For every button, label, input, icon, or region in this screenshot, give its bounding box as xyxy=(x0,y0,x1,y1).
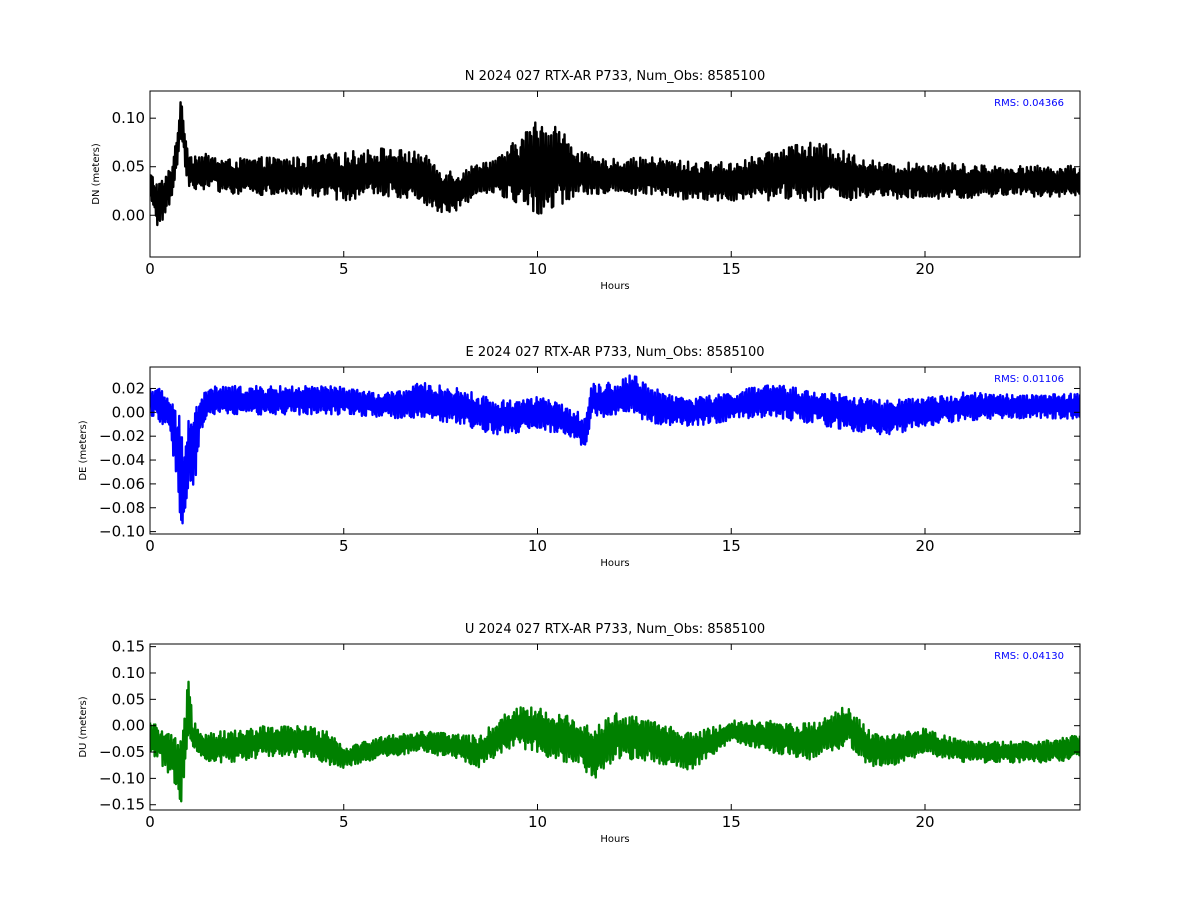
x-tick-label: 10 xyxy=(528,813,547,831)
rms-annotation: RMS: 0.01106 xyxy=(994,374,1064,385)
y-axis-label: DN (meters) xyxy=(91,143,102,205)
x-tick-label: 0 xyxy=(145,537,155,555)
panel-east: 0 5 10 15 20 −0.10 −0.08 −0.06 −0.04 −0.02 0.00 0.0… xyxy=(78,345,1081,569)
y-tick-label: −0.10 xyxy=(99,769,145,787)
x-tick-label: 10 xyxy=(528,260,547,278)
chart-title: N 2024 027 RTX-AR P733, Num_Obs: 8585100 xyxy=(465,69,765,84)
y-tick-label: −0.15 xyxy=(99,796,145,814)
y-tick-label: −0.05 xyxy=(99,743,145,761)
x-tick-label: 20 xyxy=(915,537,934,555)
y-tick-label: 0.00 xyxy=(112,717,145,735)
y-tick-label: −0.10 xyxy=(99,523,145,541)
x-axis-label: Hours xyxy=(600,558,629,569)
plot-frame xyxy=(149,643,1081,811)
chart-title: U 2024 027 RTX-AR P733, Num_Obs: 8585100 xyxy=(465,622,765,637)
y-tick-label: 0.02 xyxy=(112,379,145,397)
x-tick-label: 5 xyxy=(339,260,349,278)
plot-frame xyxy=(149,90,1081,258)
panel-north: 0 5 10 15 20 0.00 0.05 0.10 N 2024 027 RTX-AR P7… xyxy=(91,69,1081,292)
x-axis-label: Hours xyxy=(600,281,629,292)
rms-annotation: RMS: 0.04366 xyxy=(994,98,1064,109)
panel-up: 0 5 10 15 20 −0.15 −0.10 −0.05 0.00 0.05 0.10 0.15 U… xyxy=(78,622,1081,845)
x-axis-label: Hours xyxy=(600,834,629,845)
x-tick-label: 20 xyxy=(915,813,934,831)
x-tick-label: 15 xyxy=(722,813,741,831)
y-tick-label: 0.15 xyxy=(112,638,145,656)
y-axis-label: DE (meters) xyxy=(78,420,89,480)
y-tick-label: 0.00 xyxy=(112,403,145,421)
x-tick-label: 5 xyxy=(339,813,349,831)
series-line xyxy=(150,101,1080,227)
series-line xyxy=(150,680,1080,803)
y-axis-label: DU (meters) xyxy=(78,696,89,757)
y-tick-label: 0.05 xyxy=(112,158,145,176)
x-tick-label: 0 xyxy=(145,260,155,278)
x-tick-label: 10 xyxy=(528,537,547,555)
y-tick-label: −0.08 xyxy=(99,499,145,517)
x-tick-label: 15 xyxy=(722,537,741,555)
y-tick-label: 0.05 xyxy=(112,690,145,708)
x-tick-label: 0 xyxy=(145,813,155,831)
y-tick-label: −0.04 xyxy=(99,451,145,469)
y-tick-label: −0.06 xyxy=(99,475,145,493)
x-tick-label: 20 xyxy=(915,260,934,278)
plot-frame xyxy=(149,366,1081,535)
y-tick-label: −0.02 xyxy=(99,427,145,445)
y-tick-label: 0.10 xyxy=(112,109,145,127)
rms-annotation: RMS: 0.04130 xyxy=(994,651,1064,662)
chart-title: E 2024 027 RTX-AR P733, Num_Obs: 8585100 xyxy=(466,345,765,360)
x-tick-label: 15 xyxy=(722,260,741,278)
y-tick-label: 0.10 xyxy=(112,664,145,682)
x-tick-label: 5 xyxy=(339,537,349,555)
series-line xyxy=(150,374,1080,525)
y-tick-label: 0.00 xyxy=(112,206,145,224)
